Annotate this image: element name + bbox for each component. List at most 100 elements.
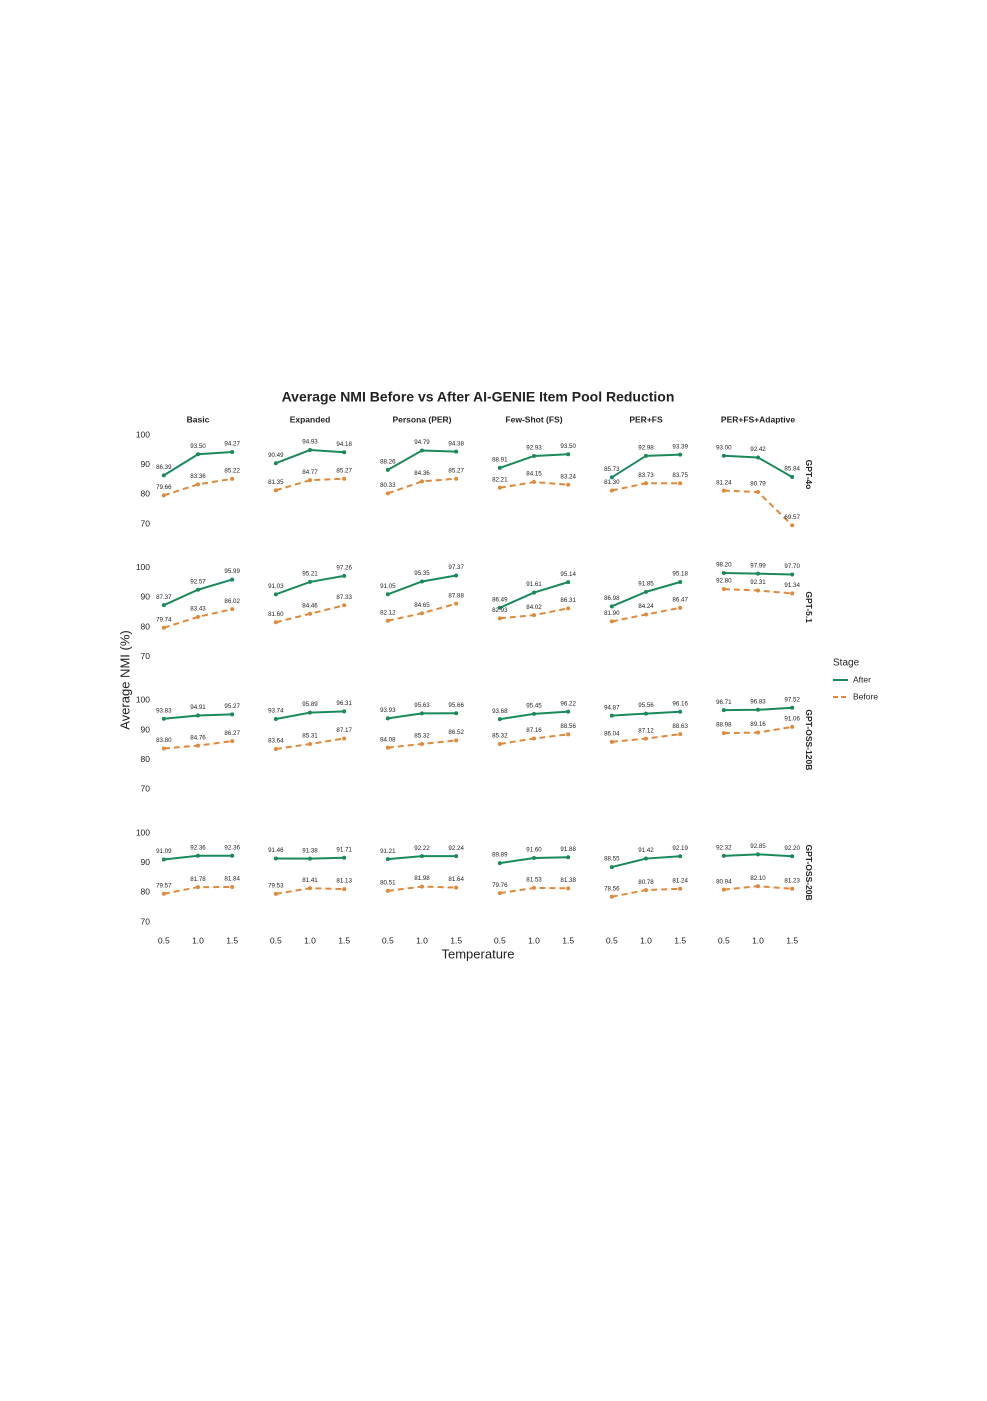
- point: [721, 853, 726, 858]
- x-tick-label: 1.5: [786, 935, 798, 945]
- row-header: GPT-5.1: [804, 591, 814, 623]
- series-line: [723, 489, 793, 527]
- x-tick-label: 0.5: [158, 935, 170, 945]
- y-tick-label: 90: [141, 857, 151, 867]
- point: [609, 475, 614, 480]
- point: [756, 707, 760, 712]
- data-label: 92.93: [526, 445, 542, 452]
- data-label: 86.49: [492, 596, 508, 603]
- legend-title: Stage: [833, 658, 860, 669]
- point: [497, 485, 502, 490]
- row-header: GPT-4o: [804, 460, 814, 490]
- data-label: 90.49: [268, 452, 284, 459]
- data-label: 81.13: [336, 878, 352, 885]
- data-label: 94.38: [448, 440, 464, 447]
- data-label: 96.16: [672, 700, 688, 707]
- data-label: 94.87: [604, 704, 620, 711]
- data-label: 85.27: [336, 467, 352, 474]
- data-label: 94.79: [414, 439, 430, 446]
- y-tick-label: 70: [141, 518, 151, 528]
- point: [644, 612, 648, 617]
- data-label: 92.24: [448, 845, 464, 852]
- point: [161, 603, 166, 608]
- point: [532, 711, 536, 716]
- point: [342, 709, 347, 714]
- point: [790, 523, 795, 528]
- data-label: 92.19: [672, 845, 688, 852]
- data-label: 83.75: [672, 472, 688, 479]
- data-label: 81.53: [526, 877, 542, 884]
- data-label: 95.99: [224, 568, 240, 575]
- data-label: 91.06: [784, 716, 800, 723]
- data-label: 84.15: [526, 471, 542, 478]
- data-label: 92.32: [716, 845, 732, 852]
- point: [161, 473, 166, 478]
- point: [420, 579, 424, 584]
- series-line: [387, 449, 457, 471]
- data-label: 83.80: [156, 737, 172, 744]
- point: [756, 730, 760, 735]
- data-label: 88.26: [380, 458, 396, 465]
- point: [161, 746, 166, 751]
- point: [385, 745, 390, 750]
- point: [308, 478, 312, 483]
- data-label: 91.88: [560, 846, 576, 853]
- data-label: 96.22: [560, 700, 576, 707]
- data-label: 81.24: [716, 479, 732, 486]
- point: [454, 449, 459, 454]
- y-tick-label: 70: [141, 916, 151, 926]
- data-label: 86.47: [672, 596, 688, 603]
- data-label: 81.38: [560, 877, 576, 884]
- data-label: 87.16: [526, 727, 542, 734]
- y-tick-label: 80: [141, 621, 151, 631]
- point: [609, 713, 614, 718]
- data-label: 81.30: [604, 479, 620, 486]
- data-label: 98.20: [716, 562, 732, 569]
- x-tick-label: 1.0: [192, 935, 204, 945]
- x-tick-label: 0.5: [494, 935, 506, 945]
- point: [566, 452, 571, 457]
- data-label: 86.04: [604, 730, 620, 737]
- point: [196, 482, 200, 487]
- point: [790, 572, 795, 577]
- point: [644, 856, 648, 861]
- data-label: 87.12: [638, 727, 654, 734]
- data-label: 86.52: [448, 729, 464, 736]
- point: [609, 894, 614, 899]
- point: [273, 620, 278, 625]
- point: [756, 884, 760, 889]
- y-tick-label: 80: [141, 489, 151, 499]
- point: [273, 488, 278, 493]
- point: [161, 891, 166, 896]
- x-tick-label: 1.0: [640, 935, 652, 945]
- point: [532, 480, 536, 485]
- column-header: Expanded: [290, 414, 331, 424]
- y-tick-label: 100: [136, 695, 150, 705]
- point: [532, 885, 536, 890]
- point: [609, 604, 614, 609]
- point: [273, 856, 278, 861]
- column-header: Persona (PER): [392, 414, 451, 424]
- data-label: 84.77: [302, 469, 318, 476]
- data-label: 81.23: [784, 877, 800, 884]
- point: [790, 854, 795, 859]
- point: [532, 613, 536, 618]
- point: [230, 450, 235, 455]
- data-label: 93.83: [156, 707, 172, 714]
- point: [756, 489, 760, 494]
- point: [454, 854, 459, 859]
- point: [721, 708, 726, 713]
- data-label: 95.21: [302, 571, 318, 578]
- series-line: [387, 574, 457, 596]
- point: [790, 475, 795, 480]
- data-label: 94.91: [190, 704, 206, 711]
- data-label: 84.02: [526, 604, 542, 611]
- data-label: 85.22: [224, 467, 240, 474]
- data-label: 84.24: [638, 603, 654, 610]
- x-tick-label: 1.0: [752, 935, 764, 945]
- data-label: 81.98: [414, 875, 430, 882]
- point: [644, 589, 648, 594]
- point: [678, 481, 683, 486]
- data-label: 82.93: [492, 607, 508, 614]
- legend-label: Before: [853, 691, 878, 701]
